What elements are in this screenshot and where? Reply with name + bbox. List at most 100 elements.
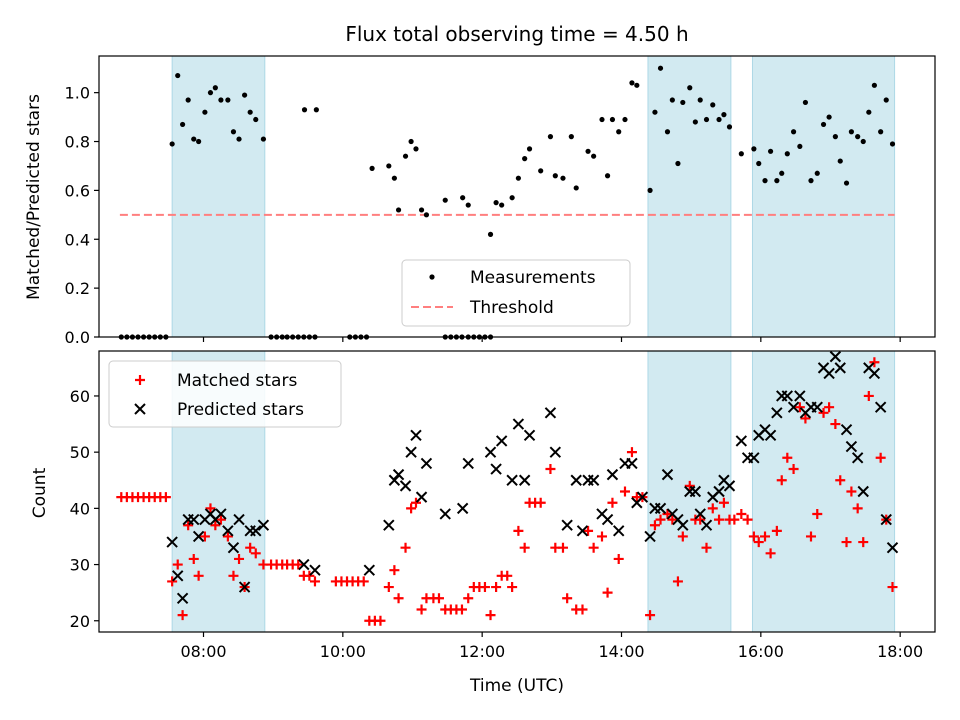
x-tick-label: 12:00 <box>459 642 505 661</box>
predicted-star-point <box>570 474 582 486</box>
measurement-point <box>680 99 686 106</box>
measurement-point <box>369 165 375 171</box>
measurement-point <box>260 136 267 142</box>
predicted-star-point <box>694 508 706 520</box>
measurement-point <box>185 97 191 103</box>
measurement-point <box>710 102 716 108</box>
matched-star-point <box>765 548 776 559</box>
matched-star-point <box>562 593 573 604</box>
measurement-point <box>878 129 884 135</box>
measurement-point <box>408 138 414 145</box>
matched-star-point <box>887 582 898 593</box>
predicted-star-point <box>587 474 600 486</box>
measurement-point <box>848 129 855 135</box>
matched-star-point <box>183 520 194 531</box>
measurement-point <box>230 129 237 135</box>
y-tick-label: 50 <box>70 443 90 462</box>
measurement-point <box>526 146 533 152</box>
measurement-point <box>301 107 308 113</box>
matched-star-point <box>753 537 764 548</box>
matched-star-point <box>805 531 816 542</box>
matched-star-point <box>491 582 502 593</box>
measurement-point <box>207 90 214 96</box>
matched-star-point <box>607 497 618 508</box>
predicted-star-point <box>748 452 760 464</box>
matched-star-point <box>742 514 753 525</box>
bottom-y-axis-ticks: 20 30 40 50 60 <box>70 387 99 631</box>
matched-star-point <box>205 503 216 514</box>
predicted-star-point <box>399 480 412 492</box>
matched-star-point <box>250 548 261 559</box>
matched-star-point <box>835 475 846 486</box>
predicted-star-point <box>298 558 310 571</box>
matched-star-point <box>410 497 421 508</box>
measurement-point <box>391 175 397 181</box>
matched-star-point <box>596 531 607 542</box>
matched-star-point <box>846 486 857 497</box>
y-tick-label: 40 <box>70 499 90 518</box>
predicted-star-point <box>506 474 518 486</box>
predicted-star-point <box>363 564 376 576</box>
measurement-point <box>196 138 202 145</box>
legend-predicted-marker <box>134 403 146 415</box>
matched-star-point <box>677 531 688 542</box>
matched-star-point <box>222 531 233 542</box>
matched-star-point <box>513 525 524 536</box>
predicted-star-point <box>582 474 594 486</box>
matched-star-point <box>701 542 712 553</box>
y-tick-label: 1.0 <box>65 84 90 103</box>
legend-matched-marker <box>135 375 145 385</box>
measurement-point <box>413 146 419 152</box>
measurement-point <box>442 197 448 203</box>
predicted-star-point <box>700 519 713 531</box>
predicted-star-point <box>462 457 474 470</box>
predicted-star-point <box>764 429 777 442</box>
predicted-star-point <box>576 525 589 537</box>
predicted-star-point <box>490 463 502 475</box>
measurement-point <box>860 138 866 145</box>
measurement-point <box>751 146 757 152</box>
x-axis-label: Time (UTC) <box>469 676 564 696</box>
matched-star-point <box>662 508 673 519</box>
measurement-point <box>687 85 693 91</box>
matched-star-point <box>672 576 683 587</box>
matched-star-point <box>684 480 695 491</box>
measurement-point <box>779 170 785 176</box>
measurement-point <box>738 151 744 157</box>
matched-star-point <box>841 537 852 548</box>
bottom-y-axis-label: Count <box>30 467 50 518</box>
predicted-star-point <box>613 525 625 537</box>
matched-star-point <box>667 514 678 525</box>
matched-star-point <box>193 570 204 581</box>
measurement-point <box>784 151 790 157</box>
matched-star-point <box>160 492 171 503</box>
matched-star-point <box>393 593 404 604</box>
top-measurement-points <box>118 65 896 340</box>
measurement-point <box>622 116 628 123</box>
x-tick-label: 08:00 <box>180 642 226 661</box>
matched-star-point <box>695 514 706 525</box>
matched-star-point <box>502 570 513 581</box>
matched-star-point <box>588 542 599 553</box>
matched-star-point <box>718 497 729 508</box>
matched-star-point <box>433 593 444 604</box>
predicted-star-point <box>735 435 748 447</box>
predicted-star-point <box>677 519 689 531</box>
matched-star-point <box>776 475 787 486</box>
measurement-point <box>669 97 675 103</box>
matched-star-point <box>234 553 245 564</box>
predicted-star-point <box>644 530 656 543</box>
measurement-point <box>716 116 722 123</box>
measurement-point <box>647 187 653 193</box>
matched-star-point <box>875 452 886 463</box>
predicted-star-point <box>794 390 806 402</box>
measurement-point <box>218 97 224 103</box>
matched-star-point <box>210 520 221 531</box>
measurement-point <box>616 129 622 135</box>
predicted-star-point <box>689 485 702 498</box>
measurement-point <box>604 173 611 179</box>
measurement-point <box>692 119 698 125</box>
predicted-star-point <box>886 541 899 554</box>
matched-star-point <box>794 402 805 413</box>
